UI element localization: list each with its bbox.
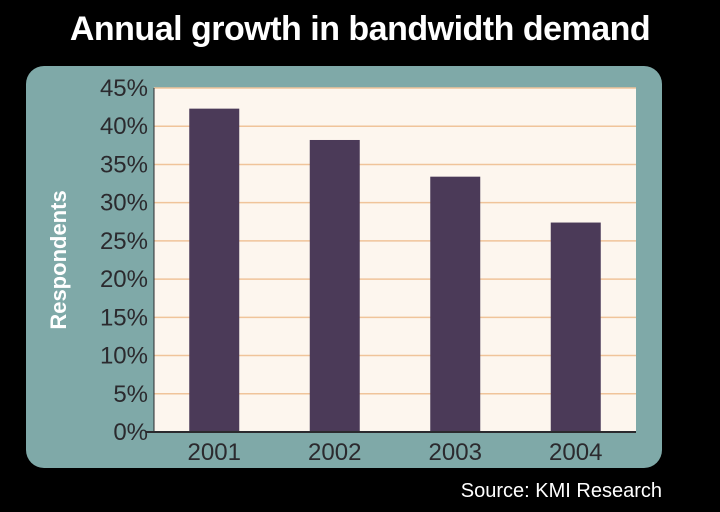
y-tick-label: 40% [100, 113, 148, 140]
bar-2003 [430, 176, 481, 432]
chart-frame: 0% 5% 10% 15% 20% 25% 30% 35% 40% 45% 2001 2002 200… [26, 66, 662, 468]
y-tick-label: 20% [100, 266, 148, 293]
y-tick-label: 5% [113, 381, 148, 408]
source-note: Source: KMI Research [460, 480, 662, 502]
y-tick-labels: 0% 5% 10% 15% 20% 25% 30% 35% 40% 45% [100, 75, 148, 446]
x-tick-label-2004: 2004 [549, 439, 602, 466]
y-axis-title: Respondents [46, 190, 71, 329]
y-tick-label: 10% [100, 343, 148, 370]
bar-2004 [550, 222, 601, 432]
x-tick-label-2003: 2003 [429, 439, 482, 466]
x-tick-labels: 2001 2002 2003 2004 [188, 439, 603, 466]
chart-title: Annual growth in bandwidth demand [69, 10, 651, 48]
bar-2002 [309, 139, 360, 432]
y-tick-label: 15% [100, 304, 148, 331]
bars [189, 108, 601, 432]
y-tick-label: 25% [100, 228, 148, 255]
y-tick-label: 0% [113, 419, 148, 446]
x-tick-label-2001: 2001 [188, 439, 241, 466]
y-tick-label: 45% [100, 75, 148, 102]
y-tick-label: 35% [100, 151, 148, 178]
y-tick-label: 30% [100, 190, 148, 217]
bar-2001 [189, 108, 240, 432]
bar-chart: 0%5%10%15%20%25%30%35%40%45% 2001 2002 200… [46, 75, 636, 466]
x-tick-label-2002: 2002 [308, 439, 361, 466]
